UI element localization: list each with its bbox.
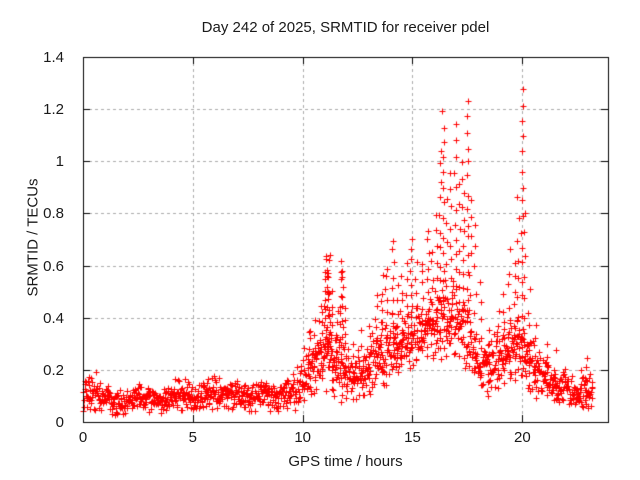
x-tick-label: 10 (294, 429, 311, 446)
x-tick-label: 0 (78, 429, 88, 446)
y-tick-label: 1.2 (43, 101, 64, 119)
chart-title: Day 242 of 2025, SRMTID for receiver pde… (201, 19, 490, 36)
x-tick-label: 20 (513, 429, 531, 446)
y-tick-label: 0.2 (43, 361, 64, 379)
y-tick-label: 0.6 (43, 257, 64, 275)
x-tick-label: 5 (188, 429, 197, 446)
y-tick-label: 0.8 (43, 205, 64, 223)
x-axis-label: GPS time / hours (288, 453, 403, 470)
y-tick-label: 0 (55, 414, 64, 431)
y-tick-label: 1 (55, 153, 64, 171)
y-tick-label: 1.4 (43, 49, 64, 66)
x-tick-label: 15 (404, 429, 421, 446)
y-tick-label: 0.4 (43, 309, 64, 327)
